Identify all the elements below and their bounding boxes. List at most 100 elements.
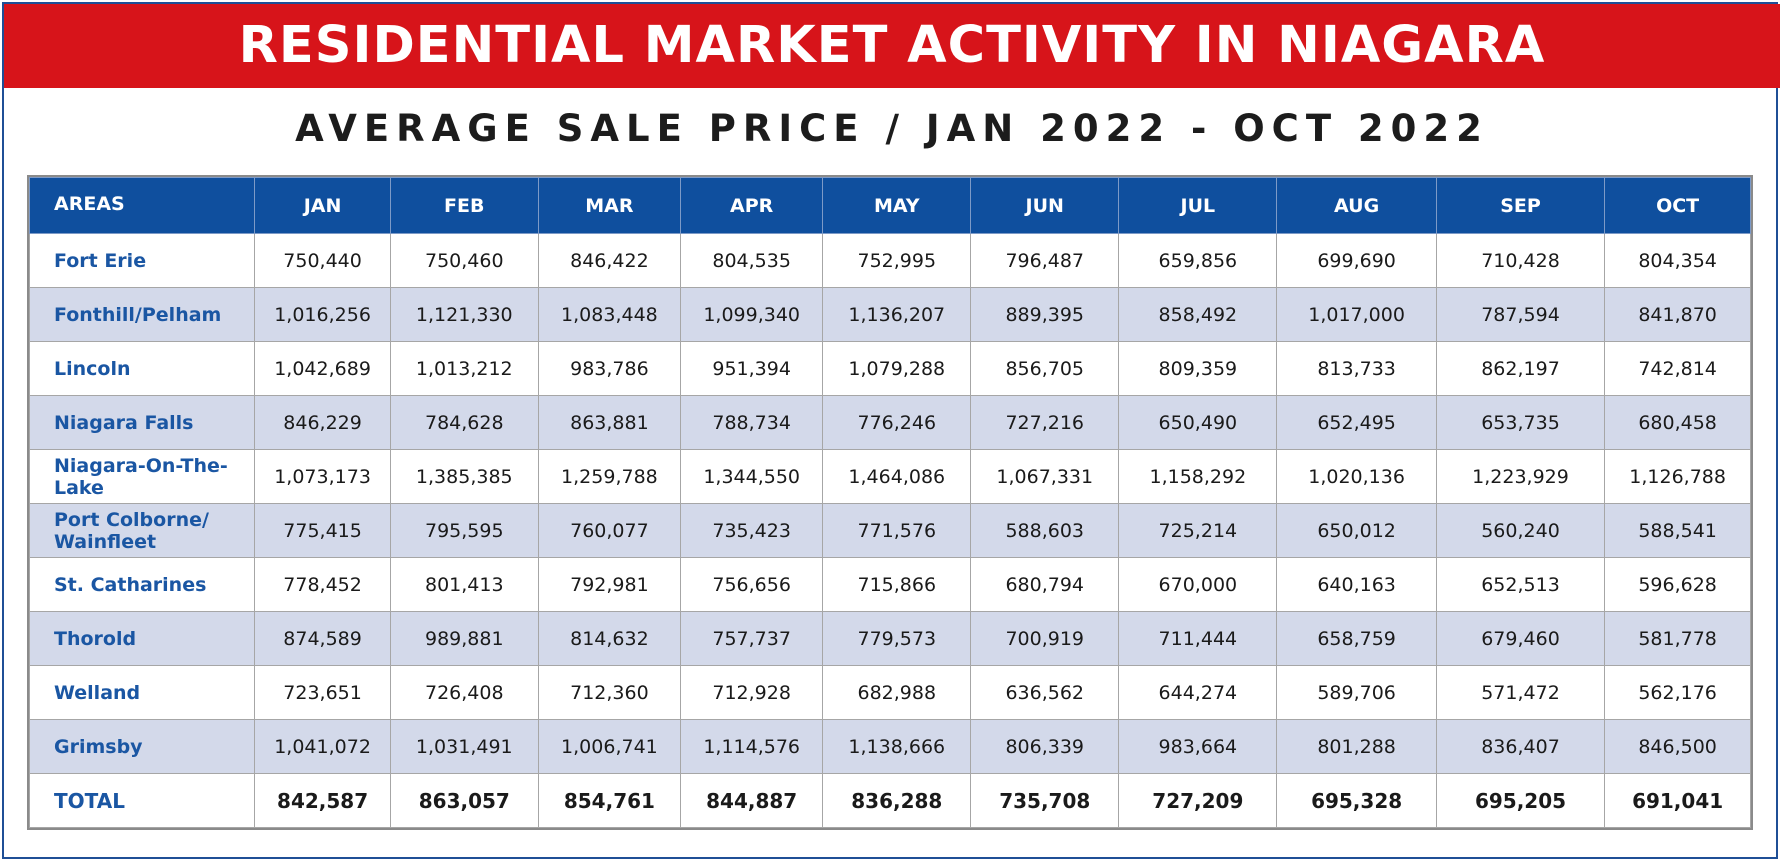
table-row: St. Catharines 778,452 801,413 792,981 756,6…: [28, 557, 1751, 612]
average-price-table: AREAS JAN FEB MAR APR MAY JUN JUL AUG SE…: [28, 177, 1751, 828]
price-cell: 725,214: [1118, 503, 1278, 558]
price-table-container: AREAS JAN FEB MAR APR MAY JUN JUL AUG SE…: [27, 175, 1753, 830]
price-cell: 735,423: [680, 503, 824, 558]
column-header: MAY: [822, 177, 972, 234]
price-cell: 695,328: [1276, 773, 1437, 828]
price-cell: 863,057: [389, 773, 539, 828]
price-cell: 1,114,576: [680, 719, 824, 774]
price-cell: 1,041,072: [254, 719, 391, 774]
price-cell: 636,562: [970, 665, 1120, 720]
price-cell: 750,460: [389, 233, 539, 288]
column-header: SEP: [1435, 177, 1606, 234]
price-cell: 652,513: [1435, 557, 1606, 612]
price-cell: 752,995: [822, 233, 972, 288]
price-cell: 814,632: [537, 611, 682, 666]
price-cell: 712,928: [680, 665, 824, 720]
price-cell: 680,794: [970, 557, 1120, 612]
column-header: AUG: [1276, 177, 1437, 234]
price-cell: 1,464,086: [822, 449, 972, 504]
price-cell: 588,603: [970, 503, 1120, 558]
price-cell: 1,031,491: [389, 719, 539, 774]
price-cell: 682,988: [822, 665, 972, 720]
price-cell: 711,444: [1118, 611, 1278, 666]
price-cell: 1,099,340: [680, 287, 824, 342]
price-cell: 699,690: [1276, 233, 1437, 288]
table-row: Port Colborne/ Wainfleet 775,415 795,595 76…: [28, 503, 1751, 558]
price-cell: 792,981: [537, 557, 682, 612]
price-cell: 658,759: [1276, 611, 1437, 666]
price-cell: 806,339: [970, 719, 1120, 774]
column-header: MAR: [537, 177, 682, 234]
price-cell: 787,594: [1435, 287, 1606, 342]
price-cell: 588,541: [1604, 503, 1751, 558]
area-name-cell: Welland: [28, 665, 256, 720]
price-cell: 1,020,136: [1276, 449, 1437, 504]
column-header: FEB: [389, 177, 539, 234]
table-row: Grimsby 1,041,072 1,031,491 1,006,741 1,114,…: [28, 719, 1751, 774]
price-cell: 983,786: [537, 341, 682, 396]
price-cell: 1,006,741: [537, 719, 682, 774]
price-cell: 776,246: [822, 395, 972, 450]
price-cell: 836,288: [822, 773, 972, 828]
price-cell: 856,705: [970, 341, 1120, 396]
column-header: AREAS: [28, 177, 256, 234]
price-cell: 640,163: [1276, 557, 1437, 612]
table-row: Lincoln 1,042,689 1,013,212 983,786 951,394 1…: [28, 341, 1751, 396]
price-cell: 1,138,666: [822, 719, 972, 774]
price-cell: 596,628: [1604, 557, 1751, 612]
price-cell: 983,664: [1118, 719, 1278, 774]
table-row: Fonthill/Pelham 1,016,256 1,121,330 1,083,4…: [28, 287, 1751, 342]
price-cell: 653,735: [1435, 395, 1606, 450]
price-cell: 863,881: [537, 395, 682, 450]
price-cell: 841,870: [1604, 287, 1751, 342]
price-cell: 1,013,212: [389, 341, 539, 396]
column-header: APR: [680, 177, 824, 234]
price-cell: 779,573: [822, 611, 972, 666]
price-cell: 989,881: [389, 611, 539, 666]
price-cell: 1,073,173: [254, 449, 391, 504]
price-cell: 581,778: [1604, 611, 1751, 666]
price-cell: 589,706: [1276, 665, 1437, 720]
price-cell: 796,487: [970, 233, 1120, 288]
price-cell: 801,413: [389, 557, 539, 612]
price-cell: 710,428: [1435, 233, 1606, 288]
price-cell: 771,576: [822, 503, 972, 558]
price-cell: 723,651: [254, 665, 391, 720]
price-cell: 691,041: [1604, 773, 1751, 828]
price-cell: 1,016,256: [254, 287, 391, 342]
price-cell: 756,656: [680, 557, 824, 612]
price-cell: 679,460: [1435, 611, 1606, 666]
price-cell: 652,495: [1276, 395, 1437, 450]
column-header: OCT: [1604, 177, 1751, 234]
column-header: JAN: [254, 177, 391, 234]
price-cell: 1,121,330: [389, 287, 539, 342]
price-cell: 858,492: [1118, 287, 1278, 342]
total-row: TOTAL 842,587 863,057 854,761 844,887 836,288…: [28, 773, 1751, 828]
area-name-cell: Port Colborne/ Wainfleet: [28, 503, 256, 558]
price-cell: 742,814: [1604, 341, 1751, 396]
price-cell: 844,887: [680, 773, 824, 828]
price-cell: 874,589: [254, 611, 391, 666]
price-cell: 801,288: [1276, 719, 1437, 774]
table-row: Fort Erie 750,440 750,460 846,422 804,535 752…: [28, 233, 1751, 288]
price-cell: 1,344,550: [680, 449, 824, 504]
area-name-cell: Niagara-On-The-Lake: [28, 449, 256, 504]
price-cell: 727,209: [1118, 773, 1278, 828]
price-cell: 1,158,292: [1118, 449, 1278, 504]
area-name-cell: Niagara Falls: [28, 395, 256, 450]
price-cell: 715,866: [822, 557, 972, 612]
price-cell: 680,458: [1604, 395, 1751, 450]
price-cell: 571,472: [1435, 665, 1606, 720]
price-cell: 659,856: [1118, 233, 1278, 288]
price-cell: 775,415: [254, 503, 391, 558]
price-cell: 1,385,385: [389, 449, 539, 504]
price-cell: 670,000: [1118, 557, 1278, 612]
price-cell: 750,440: [254, 233, 391, 288]
price-cell: 951,394: [680, 341, 824, 396]
price-cell: 788,734: [680, 395, 824, 450]
table-row: Welland 723,651 726,408 712,360 712,928 682,9…: [28, 665, 1751, 720]
area-name-cell: Thorold: [28, 611, 256, 666]
price-cell: 846,500: [1604, 719, 1751, 774]
price-cell: 804,354: [1604, 233, 1751, 288]
area-name-cell: Fort Erie: [28, 233, 256, 288]
